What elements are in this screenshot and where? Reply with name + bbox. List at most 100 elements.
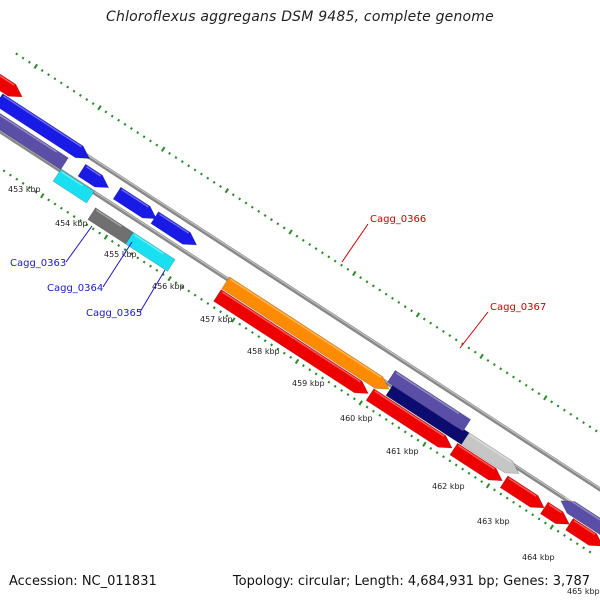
minor-tick <box>333 259 337 263</box>
major-tick <box>167 275 172 282</box>
tick-label: 454 kbp <box>55 219 88 228</box>
gene-features <box>0 65 600 547</box>
minor-tick <box>499 492 503 496</box>
minor-tick <box>123 122 127 126</box>
minor-tick <box>123 248 127 252</box>
gene-arrow-blue[interactable] <box>112 186 157 220</box>
gene-arrow-lightgray[interactable] <box>460 432 520 474</box>
minor-tick <box>244 201 248 205</box>
minor-tick <box>187 289 191 293</box>
minor-tick <box>276 347 280 351</box>
minor-tick <box>250 205 254 209</box>
minor-tick <box>403 305 407 309</box>
gene-arrow-slate[interactable] <box>560 500 600 540</box>
gene-arrow-red-inner[interactable] <box>565 517 600 547</box>
minor-tick <box>231 193 235 197</box>
gene-label-g0366[interactable]: Cagg_0366 <box>370 214 426 225</box>
gene-arrow-red-inner[interactable] <box>213 289 369 394</box>
minor-tick <box>142 260 146 264</box>
minor-tick <box>505 496 509 500</box>
minor-tick <box>308 243 312 246</box>
gene-arrow-cagg0366[interactable] <box>221 276 390 390</box>
minor-tick <box>270 343 273 347</box>
minor-tick <box>397 426 401 430</box>
outer-backbone <box>0 96 600 492</box>
inner-tick-row <box>2 169 592 554</box>
gene-arrow-red-inner-shine <box>548 503 562 514</box>
minor-tick <box>59 206 63 210</box>
minor-tick <box>263 339 267 343</box>
minor-tick <box>219 310 223 314</box>
label-leader-line <box>65 225 93 263</box>
minor-tick <box>467 471 471 475</box>
gene-arrow-blue-shine <box>86 166 102 177</box>
gene-label-g0364[interactable]: Cagg_0364 <box>47 283 103 294</box>
minor-tick <box>537 517 541 521</box>
major-tick <box>294 358 300 365</box>
minor-tick <box>72 89 76 93</box>
minor-tick <box>110 114 114 118</box>
minor-tick <box>582 421 585 425</box>
minor-tick <box>129 252 133 256</box>
minor-tick <box>85 98 89 101</box>
tick-labels: 453 kbp 454 kbp 455 kbp 456 kbp 457 kbp 458 k… <box>8 185 600 596</box>
minor-tick <box>47 73 50 77</box>
minor-tick <box>410 309 414 313</box>
gene-arrow-red[interactable] <box>0 65 23 98</box>
gene-arrow-red-inner[interactable] <box>365 388 453 449</box>
tick-label: 453 kbp <box>8 185 41 194</box>
gene-arrow-blue-shine <box>3 95 82 148</box>
tick-label: 455 kbp <box>104 250 137 259</box>
minor-tick <box>492 363 496 367</box>
gene-arrow-cagg0363[interactable] <box>52 169 95 204</box>
minor-tick <box>340 263 343 267</box>
minor-tick <box>531 387 535 391</box>
minor-tick <box>441 329 445 333</box>
gene-arrow-blue[interactable] <box>150 211 198 246</box>
minor-tick <box>359 276 363 280</box>
gene-arrow-cagg0365[interactable] <box>125 231 176 272</box>
gene-arrow-slate-mid-shine <box>395 372 460 415</box>
minor-tick <box>129 127 133 130</box>
minor-tick <box>91 102 95 106</box>
minor-tick <box>251 330 254 334</box>
gene-arrow-red-inner[interactable] <box>499 475 545 509</box>
minor-tick <box>276 222 280 226</box>
minor-tick <box>429 446 433 450</box>
minor-tick <box>161 273 165 276</box>
minor-tick <box>454 338 458 342</box>
minor-tick <box>117 118 121 122</box>
minor-tick <box>537 392 541 396</box>
minor-tick <box>524 509 528 513</box>
minor-tick <box>85 223 89 227</box>
gene-arrow-blue[interactable] <box>77 163 110 188</box>
minor-tick <box>136 131 140 135</box>
minor-tick <box>174 156 178 159</box>
gene-arrow-red-inner[interactable] <box>539 501 570 525</box>
minor-tick <box>91 227 95 231</box>
minor-tick <box>155 143 159 147</box>
minor-tick <box>435 451 439 455</box>
gene-label-g0365[interactable]: Cagg_0365 <box>86 308 142 319</box>
minor-tick <box>442 455 445 459</box>
minor-tick <box>314 247 318 251</box>
gene-arrow-red-inner[interactable] <box>449 442 503 482</box>
gene-arrow-blue[interactable] <box>0 93 90 159</box>
minor-tick <box>391 422 394 426</box>
minor-tick <box>562 408 566 412</box>
minor-tick <box>174 281 178 285</box>
major-tick <box>231 317 236 323</box>
minor-tick <box>372 409 375 413</box>
tick-label: 460 kbp <box>340 414 373 423</box>
minor-tick <box>340 388 344 392</box>
minor-tick <box>212 180 216 184</box>
minor-tick <box>327 255 331 259</box>
minor-tick <box>410 434 414 438</box>
minor-tick <box>569 538 573 542</box>
minor-tick <box>416 438 420 442</box>
major-tick <box>224 187 230 194</box>
gene-arrow-slate-mid[interactable] <box>387 369 472 432</box>
minor-tick <box>257 335 261 339</box>
gene-label-g0363[interactable]: Cagg_0363 <box>10 258 66 269</box>
gene-label-g0367[interactable]: Cagg_0367 <box>490 302 546 313</box>
